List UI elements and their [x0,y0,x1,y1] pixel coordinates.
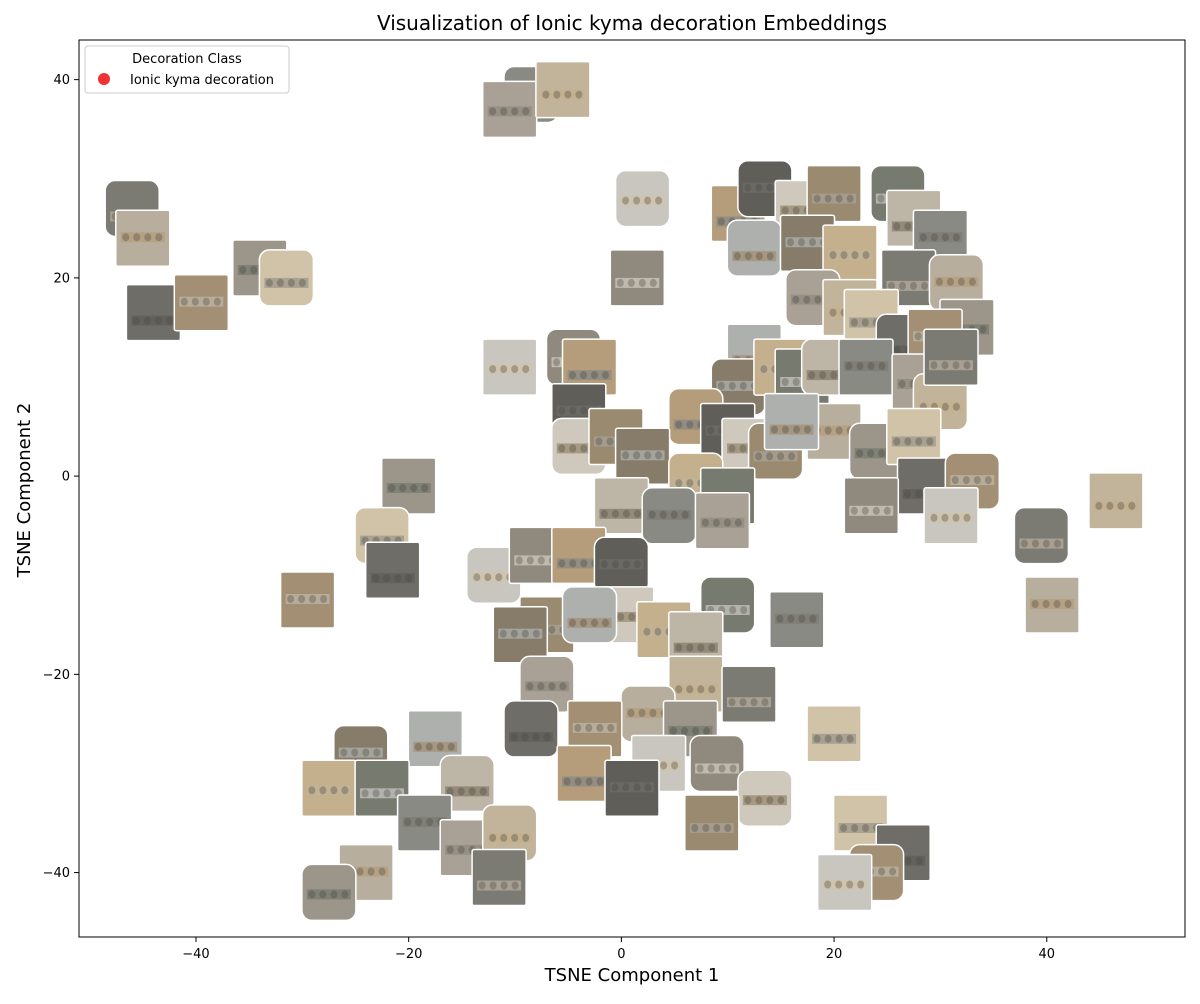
data-point [380,457,437,515]
data-point [1013,506,1070,565]
data-point [726,219,783,277]
legend-marker [98,73,110,85]
marks-layer [104,60,1144,922]
data-point [519,655,575,714]
data-point [492,605,549,664]
data-point [604,759,660,818]
data-point [641,487,697,545]
data-point [301,863,357,922]
x-tick-label: 40 [1038,947,1055,962]
data-point [689,734,745,793]
data-point [923,487,979,545]
data-point [609,249,666,307]
data-point [561,586,618,644]
x-tick-label: 20 [826,947,843,962]
data-point [721,665,777,723]
data-point [816,853,873,912]
data-point [354,759,410,818]
data-point [503,700,559,758]
y-tick-label: 20 [53,271,70,286]
data-point [737,769,793,827]
data-point [561,338,618,396]
data-point [593,536,650,595]
data-point [439,754,495,813]
data-point [279,571,336,629]
legend-title: Decoration Class [132,52,242,67]
data-point [832,794,889,852]
y-axis: −40 −20 0 20 40 [43,73,79,881]
data-point [567,700,623,758]
data-point [407,710,464,768]
data-point [551,526,607,585]
data-point [593,477,650,535]
data-point [396,794,453,852]
data-point [481,80,538,139]
data-point [471,848,527,907]
data-point [763,392,820,451]
data-point [481,338,538,396]
data-point [258,249,315,307]
y-tick-label: 40 [53,73,70,88]
data-point [838,338,894,396]
x-axis: −40 −20 0 20 40 [182,937,1055,962]
data-point [301,759,357,818]
data-point [1024,576,1080,634]
data-point [886,407,942,466]
legend-box [84,45,290,94]
legend: Decoration Class Ionic kyma decoration [84,45,290,94]
data-point [614,427,671,486]
y-tick-label: 0 [62,470,70,485]
y-tick-label: −20 [43,668,70,683]
data-point [769,591,825,649]
data-point [684,794,740,852]
chart-title: Visualization of Ionic kyma decoration E… [377,11,887,35]
y-tick-label: −40 [43,866,70,881]
data-point [668,610,724,669]
data-point [806,705,862,763]
data-point [843,477,900,535]
x-tick-label: 0 [617,947,625,962]
data-point [923,328,979,386]
data-point [115,209,171,267]
legend-label: Ionic kyma decoration [130,73,274,88]
data-point [806,164,862,223]
y-axis-label: TSNE Component 2 [14,403,35,579]
data-point [173,273,230,332]
x-tick-label: −20 [395,947,422,962]
data-point [822,224,878,282]
data-point [1088,472,1144,530]
plot-area-frame [78,39,1186,938]
data-point [614,169,671,228]
data-point [668,655,724,714]
data-point [364,541,421,600]
data-point [556,744,612,803]
data-point [125,283,182,342]
data-point [535,60,591,119]
x-axis-label: TSNE Component 1 [544,965,720,986]
x-tick-label: −40 [182,947,209,962]
data-point [694,491,751,550]
